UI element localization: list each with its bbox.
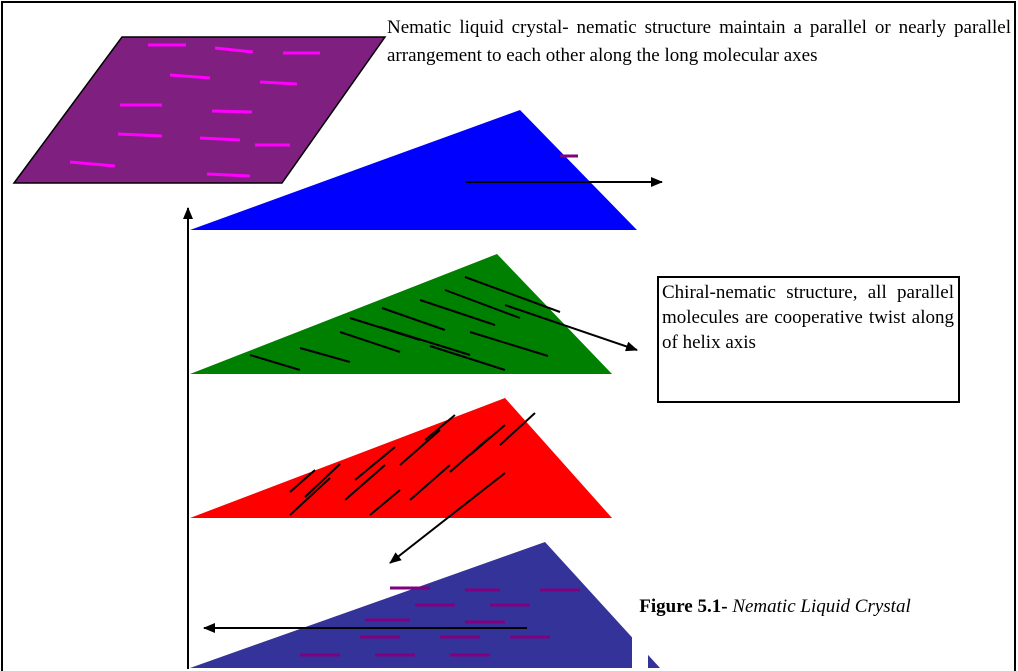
figure-title: Nematic Liquid Crystal xyxy=(732,596,910,617)
patch xyxy=(632,637,648,671)
page: Nematic liquid crystal- nematic structur… xyxy=(0,0,1018,671)
top-caption: Nematic liquid crystal- nematic structur… xyxy=(387,14,1011,70)
box-caption: Chiral-nematic structure, all parallel m… xyxy=(662,280,954,355)
figure-label: Figure 5.1- xyxy=(639,596,727,617)
figure-caption: Figure 5.1- Nematic Liquid Crystal xyxy=(605,593,945,621)
red-layer xyxy=(190,398,612,518)
nematic-plane xyxy=(14,37,385,183)
